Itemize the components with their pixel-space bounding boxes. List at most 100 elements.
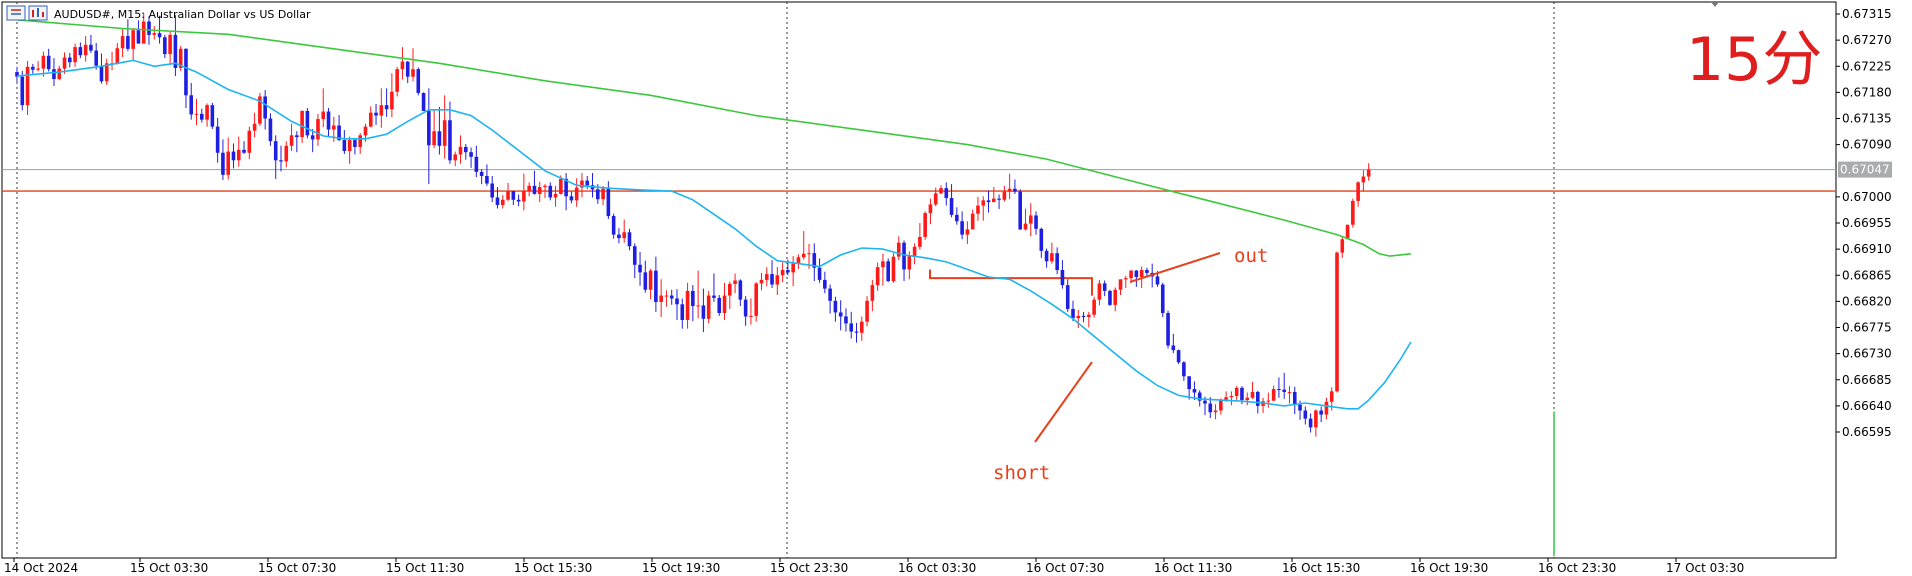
candle xyxy=(627,228,632,251)
range-box-line xyxy=(929,269,1093,296)
candle xyxy=(944,182,949,206)
candle xyxy=(1013,179,1017,194)
candle xyxy=(1108,289,1112,307)
candle xyxy=(405,61,410,84)
candle xyxy=(844,308,848,332)
candle xyxy=(743,296,748,326)
price-axis[interactable]: 0.67315 0.67270 0.67225 0.67180 0.67135 0.670… xyxy=(1836,7,1892,439)
y-tick-label: 0.66640 xyxy=(1842,399,1892,413)
candle xyxy=(849,311,854,339)
candle xyxy=(796,254,801,269)
candle xyxy=(1076,310,1081,329)
candle xyxy=(791,256,795,287)
candle xyxy=(643,260,648,293)
candle xyxy=(1171,333,1176,354)
x-tick-label: 15 Oct 07:30 xyxy=(258,561,336,575)
candle xyxy=(279,145,283,172)
candle xyxy=(342,130,347,154)
candle xyxy=(1308,413,1313,433)
candle xyxy=(1234,386,1239,402)
candle xyxy=(511,191,516,206)
candle xyxy=(353,138,357,155)
x-tick-label: 14 Oct 2024 xyxy=(4,561,78,575)
current-price-label: 0.67047 xyxy=(1840,163,1890,177)
candle xyxy=(828,284,832,314)
y-tick-label: 0.67270 xyxy=(1842,33,1892,47)
candle xyxy=(823,271,827,294)
fast-moving-average-line[interactable] xyxy=(16,59,1412,410)
candle xyxy=(31,63,35,74)
candle xyxy=(126,19,130,52)
candle xyxy=(1340,237,1345,258)
candle xyxy=(506,182,510,201)
candle xyxy=(801,231,806,260)
candle xyxy=(960,211,964,240)
candle xyxy=(1187,376,1191,400)
candle xyxy=(780,262,785,283)
candle xyxy=(474,145,479,178)
candle xyxy=(680,298,685,329)
candle xyxy=(1219,398,1223,415)
candle xyxy=(548,182,553,201)
candle xyxy=(236,136,241,167)
candle xyxy=(1097,279,1102,306)
candle xyxy=(691,285,695,322)
candle xyxy=(638,252,642,286)
candle xyxy=(231,143,236,169)
candle xyxy=(976,196,980,221)
candle xyxy=(1366,163,1371,181)
candle xyxy=(421,92,426,111)
candle xyxy=(701,288,706,333)
shift-marker-icon[interactable] xyxy=(1711,2,1719,7)
candle xyxy=(817,258,822,283)
candle xyxy=(1361,170,1366,192)
candle xyxy=(78,42,83,59)
time-axis[interactable]: 14 Oct 2024 15 Oct 03:30 15 Oct 07:30 15 Oc… xyxy=(4,2,1744,575)
candle xyxy=(347,136,352,164)
y-tick-label: 0.66865 xyxy=(1842,268,1892,282)
candle xyxy=(479,169,484,185)
candle xyxy=(564,173,568,211)
candle xyxy=(537,181,542,203)
candle xyxy=(427,88,431,185)
candle xyxy=(522,173,526,211)
candle xyxy=(400,47,405,80)
slow-moving-average-line[interactable] xyxy=(16,19,1411,257)
x-tick-label: 16 Oct 03:30 xyxy=(898,561,976,575)
y-tick-label: 0.66685 xyxy=(1842,373,1892,387)
candle xyxy=(120,28,125,57)
candle xyxy=(1118,279,1123,295)
candle xyxy=(965,221,970,244)
candle xyxy=(168,31,172,64)
candle xyxy=(532,170,537,195)
candle xyxy=(458,135,463,164)
annotations-layer: short out 15分 xyxy=(993,25,1822,484)
candle xyxy=(20,70,25,111)
candle xyxy=(1102,280,1107,297)
candle xyxy=(358,133,362,154)
x-tick-label: 16 Oct 23:30 xyxy=(1538,561,1616,575)
candle xyxy=(601,185,605,206)
candles-layer xyxy=(15,13,1371,437)
candle xyxy=(200,108,204,123)
candle xyxy=(469,147,473,168)
candle xyxy=(68,52,72,68)
candle xyxy=(1208,397,1213,419)
candle xyxy=(812,243,817,282)
out-arrow-line xyxy=(1129,252,1221,283)
candle xyxy=(442,95,447,159)
candle xyxy=(870,279,875,312)
candle xyxy=(1028,203,1033,237)
candle xyxy=(574,178,579,207)
candle xyxy=(754,282,758,322)
chart-type-icon[interactable] xyxy=(6,5,26,21)
candle xyxy=(305,108,310,139)
candle xyxy=(395,66,399,97)
candle xyxy=(611,213,616,239)
candle xyxy=(310,128,315,153)
candle xyxy=(722,282,727,320)
candle xyxy=(1319,406,1323,423)
candle xyxy=(416,67,421,96)
